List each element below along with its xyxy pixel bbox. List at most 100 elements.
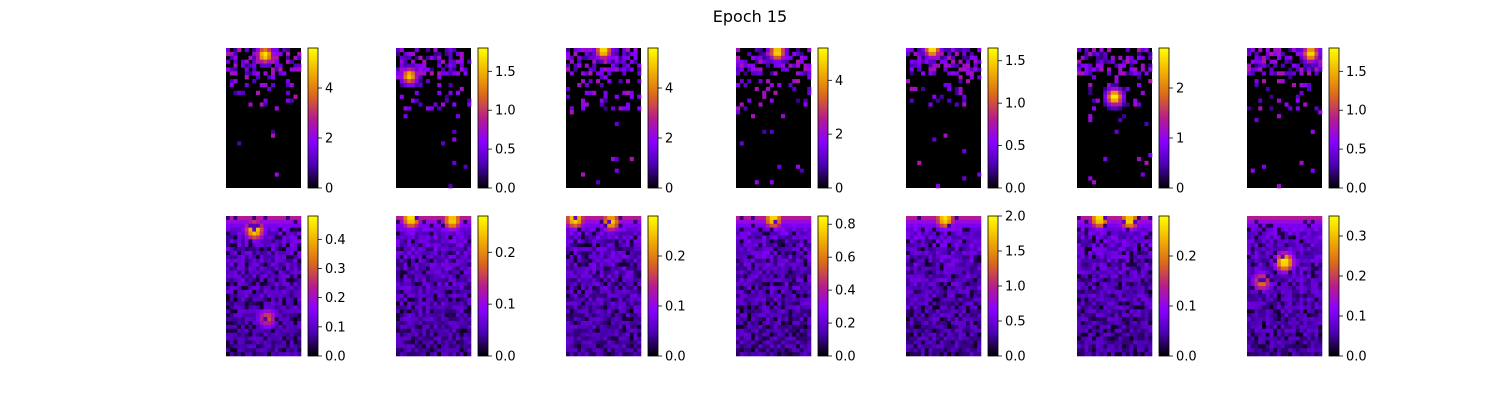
heatmap-cell	[433, 282, 438, 287]
heatmap-cell	[293, 348, 298, 353]
heatmap-cell	[463, 219, 468, 225]
heatmap-cell	[252, 282, 257, 287]
heatmap-cell	[799, 336, 804, 341]
heatmap-cell	[293, 274, 298, 279]
heatmap-cell	[792, 216, 797, 221]
heatmap-cell	[773, 266, 778, 271]
heatmap-cell	[777, 274, 782, 279]
colorbar-tick-label: 1.0	[1005, 280, 1026, 295]
heatmap-cell	[954, 86, 959, 92]
heatmap-cell	[433, 286, 438, 291]
heatmap-cell	[773, 227, 778, 232]
heatmap-cell	[448, 328, 453, 333]
heatmap-cell	[626, 340, 631, 345]
heatmap-cell	[456, 266, 461, 271]
heatmap-cell	[429, 243, 434, 248]
heatmap-cell	[939, 235, 944, 240]
heatmap-cell	[762, 344, 767, 349]
heatmap-cell	[271, 282, 276, 287]
heatmap-cell	[614, 328, 619, 333]
heatmap-cell	[459, 231, 464, 236]
heatmap-cell	[614, 270, 619, 275]
heatmap-cell	[403, 216, 408, 221]
heatmap-cell	[909, 313, 914, 318]
heatmap-cell	[758, 352, 763, 357]
heatmap-cell	[1084, 71, 1089, 76]
heatmap-cell	[452, 278, 457, 283]
heatmap-cell	[437, 254, 442, 260]
heatmap-cell	[936, 305, 941, 310]
heatmap-cell	[426, 262, 431, 267]
heatmap-cell	[773, 223, 778, 228]
heatmap-cell	[766, 340, 771, 345]
heatmap-cell	[248, 324, 253, 330]
heatmap-cell	[626, 55, 631, 60]
heatmap-cell	[777, 301, 782, 306]
heatmap-cell	[1080, 251, 1085, 256]
heatmap-cell	[566, 332, 571, 337]
heatmap-cell	[278, 251, 283, 256]
heatmap-cell	[958, 336, 963, 341]
heatmap-cell	[577, 274, 582, 279]
heatmap-cell	[739, 301, 744, 306]
heatmap-cell	[1318, 63, 1323, 68]
heatmap-cell	[403, 251, 408, 256]
heatmap-cell	[263, 254, 268, 260]
heatmap-cell	[939, 247, 944, 252]
heatmap-cell	[226, 324, 231, 330]
heatmap-cell	[977, 251, 982, 256]
heatmap-cell	[584, 286, 589, 291]
heatmap-cell	[973, 247, 978, 252]
heatmap-cell	[584, 235, 589, 240]
heatmap-cell	[603, 332, 608, 337]
heatmap-cell	[248, 262, 253, 267]
heatmap-cell	[581, 278, 586, 283]
heatmap-cell	[936, 340, 941, 345]
heatmap-cell	[637, 239, 642, 244]
heatmap-cell	[917, 328, 922, 333]
heatmap-cell	[463, 278, 468, 283]
heatmap-cell	[614, 48, 619, 53]
heatmap-cell	[422, 301, 427, 306]
heatmap-cell	[1114, 231, 1119, 236]
heatmap-cell	[1099, 223, 1104, 228]
heatmap-cell	[909, 247, 914, 252]
heatmap-cell	[796, 282, 801, 287]
heatmap-cell	[966, 254, 971, 260]
heatmap-cell	[603, 301, 608, 306]
heatmap-cell	[588, 282, 593, 287]
heatmap-cell	[969, 278, 974, 283]
heatmap-cell	[1122, 254, 1127, 260]
heatmap-cell	[274, 266, 279, 271]
heatmap-cell	[267, 227, 272, 232]
heatmap-cell	[1084, 216, 1089, 221]
heatmap-cell	[788, 63, 793, 68]
heatmap-cell	[456, 344, 461, 349]
heatmap-cell	[939, 94, 944, 99]
heatmap-cell	[418, 227, 423, 232]
heatmap-cell	[569, 328, 574, 333]
heatmap-cell	[592, 254, 597, 260]
heatmap-cell	[629, 258, 634, 263]
heatmap-cell	[788, 340, 793, 345]
heatmap-cell	[297, 219, 302, 225]
heatmap-cell	[917, 340, 922, 345]
heatmap-cell	[966, 266, 971, 271]
heatmap-cell	[448, 254, 453, 260]
heatmap-cell	[426, 324, 431, 330]
heatmap-cell	[921, 254, 926, 260]
heatmap-cell	[233, 67, 238, 72]
heatmap-cell	[259, 324, 264, 330]
heatmap-cell	[456, 274, 461, 279]
heatmap-cell	[637, 301, 642, 306]
heatmap-cell	[241, 305, 246, 310]
heatmap-cell	[807, 278, 812, 283]
heatmap-cell	[758, 254, 763, 260]
heatmap-cell	[803, 227, 808, 232]
heatmap-cell	[422, 262, 427, 267]
heatmap-cell	[233, 352, 238, 357]
heatmap-cell	[278, 328, 283, 333]
heatmap-cell	[581, 231, 586, 236]
heatmap-cell	[577, 247, 582, 252]
heatmap-cell	[233, 274, 238, 279]
